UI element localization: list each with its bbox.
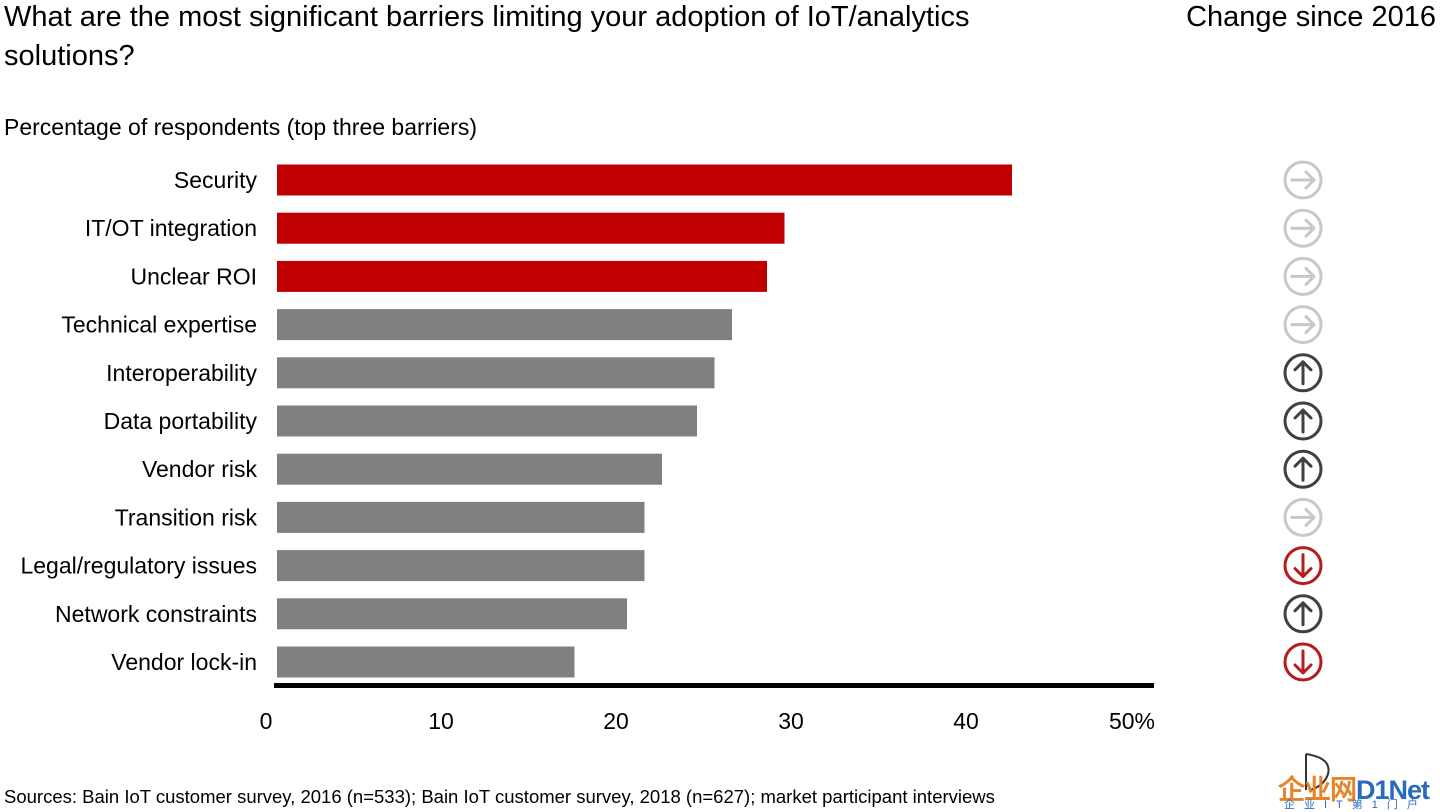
change-down-arrow-icon: [1283, 546, 1323, 586]
change-since-2016-heading: Change since 2016: [1186, 1, 1436, 33]
x-tick-label: 0: [260, 708, 273, 734]
bar: [277, 453, 662, 485]
bar: [277, 357, 715, 389]
change-down-arrow-icon: [1283, 642, 1323, 682]
change-up-arrow-icon: [1283, 594, 1323, 634]
category-label: Vendor risk: [142, 456, 258, 482]
chart-title: What are the most significant barriers l…: [4, 1, 970, 72]
bar: [277, 260, 767, 292]
logo-wordmark: 企业网D1Net: [1278, 768, 1430, 807]
bar: [277, 550, 645, 582]
category-label: Unclear ROI: [130, 263, 257, 289]
bar: [277, 309, 732, 341]
bar: [277, 164, 1012, 196]
change-flat-arrow-icon: [1283, 208, 1323, 248]
category-label: Data portability: [104, 408, 258, 434]
category-label: Vendor lock-in: [111, 649, 257, 675]
logo-wordmark-cn: 企业网: [1278, 775, 1357, 805]
x-tick-label: 40: [953, 708, 979, 734]
x-tick-label: 50%: [1109, 708, 1155, 734]
bar: [277, 212, 785, 244]
bar: [277, 405, 697, 437]
d1net-logo: 企业网D1Net 企业IT第1门户: [1276, 748, 1440, 811]
bar: [277, 501, 645, 533]
category-label: IT/OT integration: [85, 215, 257, 241]
change-up-arrow-icon: [1283, 449, 1323, 489]
change-flat-arrow-icon: [1283, 497, 1323, 537]
logo-wordmark-en: D1Net: [1356, 775, 1430, 805]
change-flat-arrow-icon: [1283, 305, 1323, 345]
logo-tagline: 企业IT第1门户: [1284, 799, 1427, 811]
logo-arc-icon: [1305, 753, 1330, 791]
x-tick-label: 10: [428, 708, 454, 734]
category-label: Security: [174, 167, 258, 193]
bar-chart: Security IT/OT integration Unclear ROI Tech…: [20, 160, 1323, 734]
x-axis-line: [274, 683, 1154, 688]
category-label: Transition risk: [115, 504, 258, 530]
bar: [277, 598, 627, 630]
change-up-arrow-icon: [1283, 353, 1323, 393]
bar: [277, 646, 575, 678]
category-label: Network constraints: [55, 601, 257, 627]
category-label: Interoperability: [106, 360, 257, 386]
x-tick-label: 30: [778, 708, 804, 734]
category-label: Technical expertise: [61, 312, 257, 338]
source-note: Sources: Bain IoT customer survey, 2016 …: [4, 786, 995, 807]
x-tick-label: 20: [603, 708, 629, 734]
change-up-arrow-icon: [1283, 401, 1323, 441]
change-flat-arrow-icon: [1283, 256, 1323, 296]
change-flat-arrow-icon: [1283, 160, 1323, 200]
category-label: Legal/regulatory issues: [20, 553, 257, 579]
chart-subtitle: Percentage of respondents (top three bar…: [4, 114, 478, 140]
